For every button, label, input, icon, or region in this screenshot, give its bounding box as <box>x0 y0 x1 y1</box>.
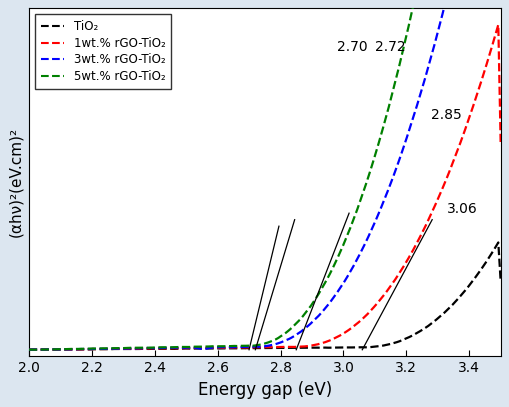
Legend: TiO₂, 1wt.% rGO-TiO₂, 3wt.% rGO-TiO₂, 5wt.% rGO-TiO₂: TiO₂, 1wt.% rGO-TiO₂, 3wt.% rGO-TiO₂, 5w… <box>35 14 172 89</box>
Text: 2.72: 2.72 <box>375 40 406 54</box>
X-axis label: Energy gap (eV): Energy gap (eV) <box>197 381 332 399</box>
Text: 3.06: 3.06 <box>447 202 478 217</box>
Text: 2.70: 2.70 <box>337 40 367 54</box>
Y-axis label: (αhν)²(eV.cm)²: (αhν)²(eV.cm)² <box>8 127 23 237</box>
Text: 2.85: 2.85 <box>432 108 462 122</box>
